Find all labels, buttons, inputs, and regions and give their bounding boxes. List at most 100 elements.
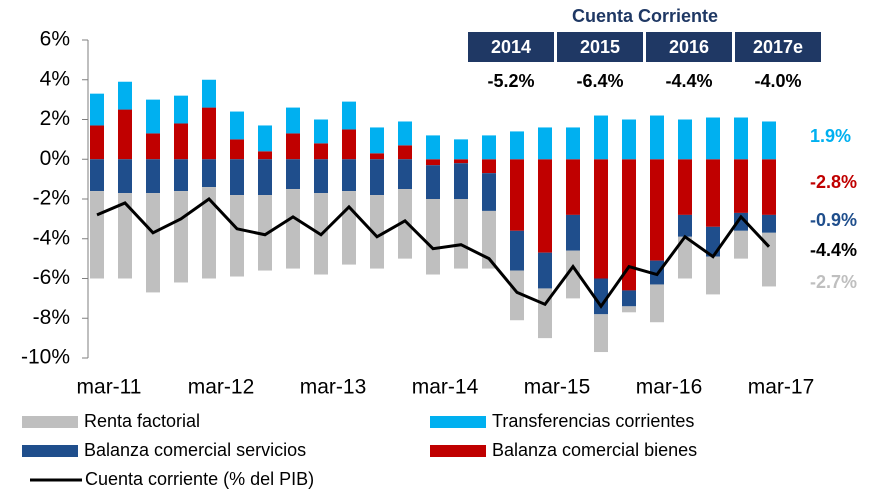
bar-segment <box>370 153 384 160</box>
x-tick-label: mar-17 <box>748 376 815 399</box>
bar-segment <box>258 195 272 271</box>
table-header: 2017e <box>753 37 803 57</box>
bar-segment <box>454 163 468 199</box>
x-tick-label: mar-11 <box>77 376 142 399</box>
line-series <box>96 197 771 309</box>
bar-segment <box>650 159 664 261</box>
bar-segment <box>314 143 328 160</box>
bar-segment <box>678 159 692 215</box>
table-header: 2016 <box>669 37 709 57</box>
bar-segment <box>594 159 608 279</box>
bar-segment <box>146 193 160 293</box>
bar-segment <box>622 306 636 313</box>
bar-segment <box>454 159 468 164</box>
bar-segment <box>762 232 776 287</box>
bar-segment <box>734 230 748 259</box>
x-tick-label: mar-13 <box>300 376 367 399</box>
bar-segment <box>370 127 384 154</box>
end-label: -0.9% <box>810 210 857 230</box>
bar-segment <box>706 159 720 227</box>
table-header-cell <box>646 32 732 62</box>
bar-segment <box>398 189 412 259</box>
bar-segment <box>202 107 216 160</box>
bar-segment <box>174 159 188 192</box>
bar-segment <box>230 159 244 196</box>
bar-segment <box>370 159 384 196</box>
y-tick-label: 0% <box>40 147 70 170</box>
bar-segment <box>510 230 524 271</box>
bar-segment <box>762 214 776 233</box>
y-tick-label: -8% <box>33 306 70 329</box>
legend-label: Balanza comercial bienes <box>492 440 697 460</box>
y-tick-label: -2% <box>33 187 70 210</box>
bar-segment <box>566 250 580 299</box>
legend-label: Cuenta corriente (% del PIB) <box>85 469 314 489</box>
bar-segment <box>482 135 496 160</box>
legend-swatch <box>430 445 486 457</box>
legend-label: Balanza comercial servicios <box>84 440 306 460</box>
bar-segment <box>678 119 692 160</box>
table-header-cell <box>468 32 554 62</box>
bar-segment <box>622 290 636 307</box>
bar-segment <box>398 121 412 146</box>
bar-segment <box>594 278 608 315</box>
bar-segment <box>678 236 692 279</box>
table-value: -5.2% <box>487 71 534 91</box>
bar-segment <box>622 159 636 291</box>
bar-segment <box>118 193 132 279</box>
bar-segment <box>538 127 552 160</box>
y-tick-label: 4% <box>40 67 70 90</box>
bar-segment <box>566 214 580 251</box>
bar-segment <box>202 187 216 279</box>
bar-segment <box>118 81 132 110</box>
bar-segment <box>538 252 552 289</box>
end-label: -2.8% <box>810 172 857 192</box>
bar-segment <box>90 159 104 192</box>
bar-segment <box>342 191 356 265</box>
bar-segment <box>510 131 524 160</box>
bar-segment <box>510 159 524 231</box>
bar-segment <box>622 119 636 160</box>
bar-segment <box>678 214 692 237</box>
bar-segment <box>734 159 748 213</box>
x-tick-label: mar-14 <box>412 376 479 399</box>
bar-segment <box>118 159 132 194</box>
bar-segment <box>426 159 440 166</box>
table-header-cell <box>735 32 821 62</box>
bar-segment <box>482 173 496 211</box>
table-value: -4.0% <box>754 71 801 91</box>
legend-swatch <box>22 416 78 428</box>
end-label: -4.4% <box>810 240 857 260</box>
bar-segment <box>146 133 160 160</box>
bar-segment <box>90 191 104 279</box>
bar-segment <box>202 159 216 188</box>
y-tick-label: 6% <box>40 28 70 51</box>
bar-segment <box>370 195 384 269</box>
y-tick-label: 2% <box>40 107 70 130</box>
bar-segment <box>398 159 412 190</box>
y-tick-label: -4% <box>33 226 70 249</box>
bar-segment <box>174 123 188 160</box>
end-label: 1.9% <box>810 126 851 146</box>
bar-segment <box>258 159 272 196</box>
bar-segment <box>90 93 104 126</box>
bar-segment <box>510 270 524 321</box>
bar-segment <box>706 117 720 160</box>
end-label: -2.7% <box>810 272 857 292</box>
bar-segment <box>286 189 300 269</box>
bar-segment <box>230 195 244 277</box>
legend-swatch <box>430 416 486 428</box>
bar-segment <box>454 139 468 160</box>
bar-segment <box>286 133 300 160</box>
bar-segment <box>314 119 328 144</box>
bar-segment <box>650 284 664 323</box>
bar-segment <box>258 151 272 160</box>
bar-segment <box>230 111 244 140</box>
bar-segment <box>174 95 188 124</box>
bar-segment <box>566 159 580 215</box>
bar-segment <box>762 159 776 215</box>
table-header-cell <box>557 32 643 62</box>
legend-swatch <box>22 445 78 457</box>
y-tick-label: -10% <box>21 346 70 369</box>
